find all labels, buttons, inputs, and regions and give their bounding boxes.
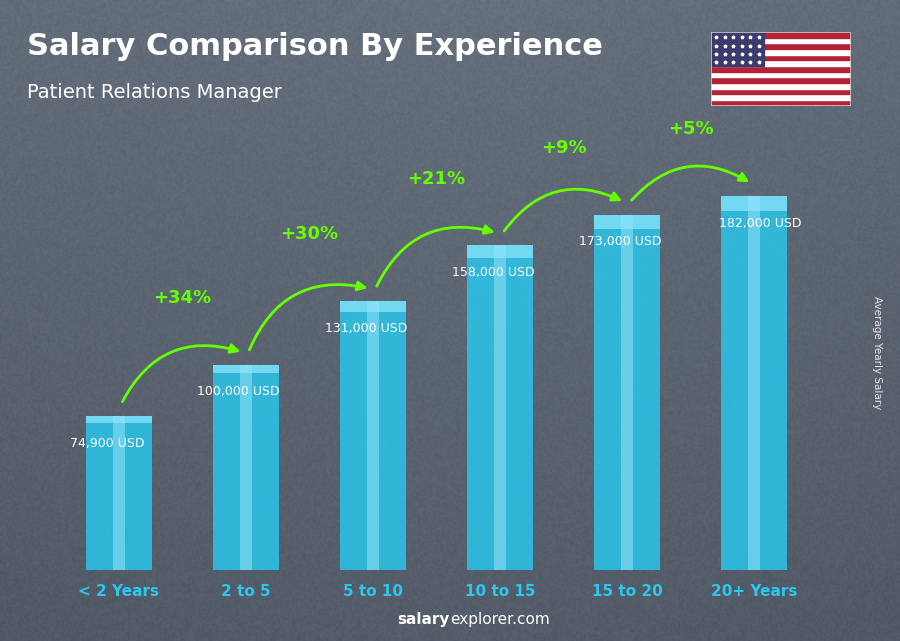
Bar bbox=[711, 72, 850, 78]
Bar bbox=[711, 32, 764, 66]
Bar bbox=[86, 417, 152, 422]
Text: 74,900 USD: 74,900 USD bbox=[70, 437, 145, 450]
Bar bbox=[212, 365, 279, 570]
Text: +34%: +34% bbox=[153, 289, 211, 307]
Bar bbox=[340, 301, 406, 570]
Bar bbox=[711, 66, 850, 72]
Text: +5%: +5% bbox=[668, 121, 714, 138]
Text: salary: salary bbox=[398, 612, 450, 627]
Text: Patient Relations Manager: Patient Relations Manager bbox=[27, 83, 282, 103]
Bar bbox=[711, 100, 850, 106]
Bar bbox=[711, 38, 850, 44]
Text: 182,000 USD: 182,000 USD bbox=[719, 217, 801, 229]
Text: 158,000 USD: 158,000 USD bbox=[452, 266, 535, 279]
Text: 173,000 USD: 173,000 USD bbox=[579, 235, 662, 248]
Bar bbox=[711, 60, 850, 66]
Bar bbox=[711, 54, 850, 60]
Bar bbox=[711, 88, 850, 94]
Text: explorer.com: explorer.com bbox=[450, 612, 550, 627]
Bar bbox=[494, 246, 506, 570]
Text: Average Yearly Salary: Average Yearly Salary bbox=[872, 296, 883, 409]
Bar bbox=[340, 301, 406, 312]
Bar bbox=[711, 78, 850, 83]
Bar bbox=[621, 215, 634, 570]
Bar bbox=[212, 365, 279, 373]
Bar bbox=[711, 44, 850, 49]
Text: +30%: +30% bbox=[280, 226, 338, 244]
Bar bbox=[594, 215, 661, 570]
Text: 131,000 USD: 131,000 USD bbox=[325, 322, 407, 335]
Bar bbox=[467, 246, 533, 570]
Bar bbox=[594, 215, 661, 229]
Bar bbox=[711, 32, 850, 38]
Bar bbox=[721, 196, 788, 211]
Bar bbox=[749, 196, 760, 570]
Bar bbox=[467, 246, 533, 258]
Bar bbox=[711, 49, 850, 54]
Text: Salary Comparison By Experience: Salary Comparison By Experience bbox=[27, 32, 603, 61]
Bar bbox=[86, 417, 152, 570]
Text: +9%: +9% bbox=[541, 139, 587, 157]
Text: +21%: +21% bbox=[408, 170, 465, 188]
Bar bbox=[367, 301, 379, 570]
Bar bbox=[239, 365, 252, 570]
Bar bbox=[711, 94, 850, 100]
Bar bbox=[721, 196, 788, 570]
Text: 100,000 USD: 100,000 USD bbox=[197, 385, 280, 398]
Bar bbox=[711, 83, 850, 88]
Bar bbox=[112, 417, 124, 570]
